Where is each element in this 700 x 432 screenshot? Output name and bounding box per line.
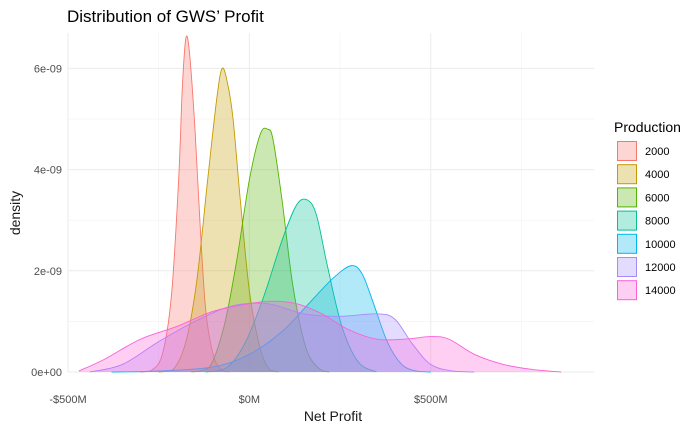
x-tick-label: $500M — [414, 394, 448, 406]
y-tick-label: 2e-09 — [34, 266, 62, 278]
density-line-6000 — [191, 127, 330, 373]
legend-key-bg — [617, 280, 637, 301]
density-area-10000 — [111, 265, 431, 372]
density-areas — [78, 35, 562, 373]
density-line-14000 — [78, 300, 562, 373]
x-tick-label: $0M — [239, 394, 260, 406]
x-tick-label: -$500M — [49, 394, 86, 406]
y-axis-title: density — [7, 191, 23, 235]
density-area-14000 — [78, 301, 562, 372]
grid-minor — [68, 33, 594, 372]
y-tick-label: 6e-09 — [34, 63, 62, 75]
x-axis-title: Net Profit — [304, 408, 362, 424]
legend-swatch-12000 — [617, 257, 637, 277]
legend-key-bg — [617, 257, 637, 277]
legend-key-bg — [617, 164, 637, 185]
legend-swatch-6000 — [617, 187, 637, 208]
density-area-12000 — [89, 303, 475, 372]
density-area-8000 — [205, 199, 377, 372]
density-line-2000 — [140, 35, 230, 373]
density-line-4000 — [158, 67, 279, 373]
legend-label-10000: 10000 — [645, 239, 676, 251]
legend-key-bg — [617, 187, 637, 208]
legend: Production 2000 4000 6000 8000 10000 12000 140… — [614, 119, 681, 301]
legend-key-bg — [617, 233, 637, 254]
legend-swatch-10000 — [617, 233, 637, 254]
legend-label-14000: 14000 — [645, 285, 676, 297]
y-tick-label: 0e+00 — [31, 367, 62, 379]
legend-swatch-14000 — [617, 280, 637, 301]
legend-swatch-2000 — [617, 141, 637, 161]
legend-label-4000: 4000 — [645, 169, 669, 181]
legend-label-8000: 8000 — [645, 216, 669, 228]
legend-swatch-4000 — [617, 164, 637, 185]
legend-label-6000: 6000 — [645, 192, 669, 204]
chart-title: Distribution of GWS’ Profit — [67, 7, 264, 26]
y-axis-ticks: 0e+00 2e-09 4e-09 6e-09 — [31, 63, 62, 379]
density-line-8000 — [205, 198, 377, 373]
legend-key-bg — [617, 210, 637, 231]
legend-label-12000: 12000 — [645, 262, 676, 274]
legend-title: Production — [614, 119, 681, 135]
grid-major — [67, 33, 594, 373]
density-area-2000 — [140, 35, 230, 372]
legend-key-bg — [617, 141, 637, 161]
y-tick-label: 4e-09 — [34, 165, 62, 177]
density-area-4000 — [158, 67, 279, 372]
legend-swatch-8000 — [617, 210, 637, 231]
density-line-12000 — [89, 302, 475, 373]
density-line-10000 — [111, 265, 431, 373]
x-axis-ticks: -$500M $0M $500M — [49, 394, 447, 406]
legend-label-2000: 2000 — [645, 146, 669, 158]
